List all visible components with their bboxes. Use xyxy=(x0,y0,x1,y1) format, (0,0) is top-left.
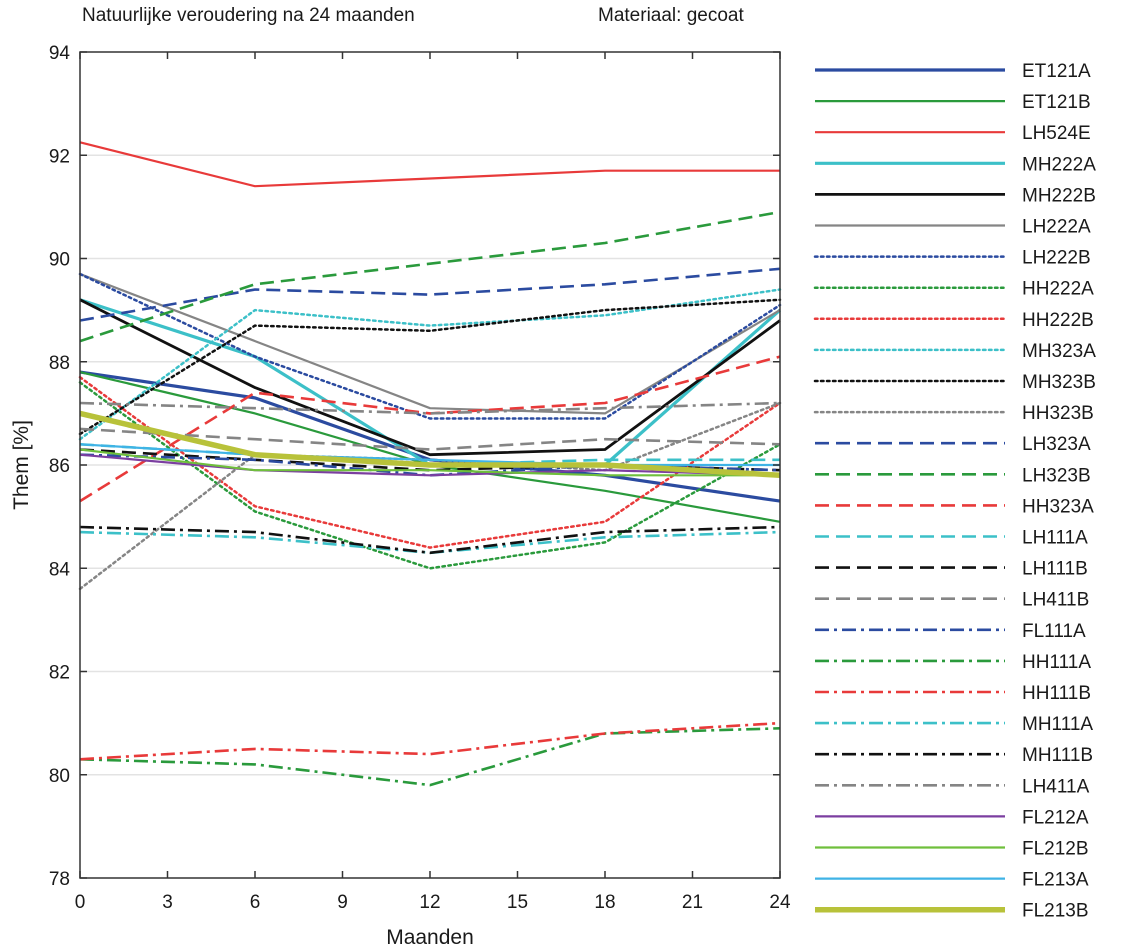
legend-label: HH111A xyxy=(1022,652,1091,673)
y-tick-label: 84 xyxy=(49,559,71,580)
series-line-hh222a xyxy=(78,381,782,570)
legend-label: ET121A xyxy=(1022,61,1091,82)
x-tick-label: 6 xyxy=(250,892,261,913)
y-tick-label: 94 xyxy=(49,43,71,64)
legend-label: MH323B xyxy=(1022,372,1096,393)
legend-label: LH411B xyxy=(1022,590,1089,611)
legend-label: LH222A xyxy=(1022,217,1091,238)
series-line-fl212a xyxy=(79,453,781,477)
series-line-lh222b xyxy=(78,272,782,420)
y-tick-label: 88 xyxy=(49,353,70,374)
series-line-lh323b xyxy=(79,210,781,343)
series-layer xyxy=(78,141,782,787)
series-line-lh111b xyxy=(79,448,781,472)
x-tick-label: 0 xyxy=(75,892,86,913)
legend-label: LH222B xyxy=(1022,248,1091,269)
series-line-mh222b xyxy=(79,298,781,457)
legend-label: HH222B xyxy=(1022,310,1094,331)
x-axis-label: Maanden xyxy=(386,926,474,948)
legend-label: HH323A xyxy=(1022,496,1094,517)
legend-label: FL213B xyxy=(1022,901,1089,922)
series-line-fl213b xyxy=(79,410,781,479)
series-line-lh411a xyxy=(79,401,781,415)
series-line-et121b xyxy=(79,371,781,523)
x-tick-label: 21 xyxy=(682,892,703,913)
y-axis-label: Them [%] xyxy=(10,420,33,510)
series-line-hh323a xyxy=(79,355,781,503)
series-line-fl111a xyxy=(79,453,781,477)
series-line-lh524e xyxy=(79,141,780,188)
legend-label: LH323B xyxy=(1022,465,1091,486)
x-tick-label: 24 xyxy=(769,892,791,913)
series-line-fl213a xyxy=(79,443,780,467)
series-line-hh323b xyxy=(78,401,782,591)
series-line-mh323a xyxy=(78,288,782,441)
legend-label: FL111A xyxy=(1022,621,1086,642)
series-line-hh111a xyxy=(79,727,781,787)
legend: ET121A ET121B LH524E MH222A MH222B LH222A LH22… xyxy=(813,61,1096,922)
x-tick-label: 9 xyxy=(337,892,348,913)
x-tick-label: 15 xyxy=(507,892,528,913)
chart-title: Natuurlijke veroudering na 24 maanden xyxy=(82,5,415,26)
y-tick-label: 90 xyxy=(49,250,70,271)
series-line-hh111b xyxy=(79,721,781,761)
series-line-lh323a xyxy=(79,267,781,322)
legend-label: FL213A xyxy=(1022,870,1089,891)
legend-label: LH323A xyxy=(1022,434,1091,455)
series-line-mh111b xyxy=(79,525,781,555)
y-tick-label: 86 xyxy=(49,456,70,477)
series-line-mh323b xyxy=(78,298,782,436)
series-line-lh411b xyxy=(79,427,781,451)
y-tick-label: 92 xyxy=(49,146,70,167)
legend-label: FL212A xyxy=(1022,807,1089,828)
legend-label: LH111A xyxy=(1022,528,1088,549)
series-line-mh111a xyxy=(79,530,781,555)
y-tick-label: 80 xyxy=(49,766,70,787)
grid-lines xyxy=(80,154,780,776)
legend-label: MH323A xyxy=(1022,341,1096,362)
y-tick-label: 78 xyxy=(49,869,70,890)
legend-label: MH222B xyxy=(1022,185,1096,206)
x-tick-label: 12 xyxy=(419,892,440,913)
series-line-lh222a xyxy=(79,272,781,415)
legend-label: MH111A xyxy=(1022,714,1093,735)
legend-label: MH222A xyxy=(1022,154,1096,175)
legend-label: LH111B xyxy=(1022,559,1088,580)
legend-label: FL212B xyxy=(1022,839,1089,860)
legend-label: MH111B xyxy=(1022,745,1093,766)
x-tick-label: 18 xyxy=(594,892,615,913)
legend-label: HH111B xyxy=(1022,683,1091,704)
legend-label: HH323B xyxy=(1022,403,1094,424)
legend-label: HH222A xyxy=(1022,279,1094,300)
legend-label: ET121B xyxy=(1022,92,1091,113)
legend-label: LH411A xyxy=(1022,776,1090,797)
chart-subtitle: Materiaal: gecoat xyxy=(598,5,744,26)
y-tick-label: 82 xyxy=(49,663,70,684)
legend-label: LH524E xyxy=(1022,123,1091,144)
x-tick-label: 3 xyxy=(162,892,173,913)
series-line-fl212b xyxy=(79,448,780,477)
axis-ticks: 78 80 82 84 86 88 90 92 94 0 3 6 9 12 15 18 21 24 xyxy=(49,43,791,913)
